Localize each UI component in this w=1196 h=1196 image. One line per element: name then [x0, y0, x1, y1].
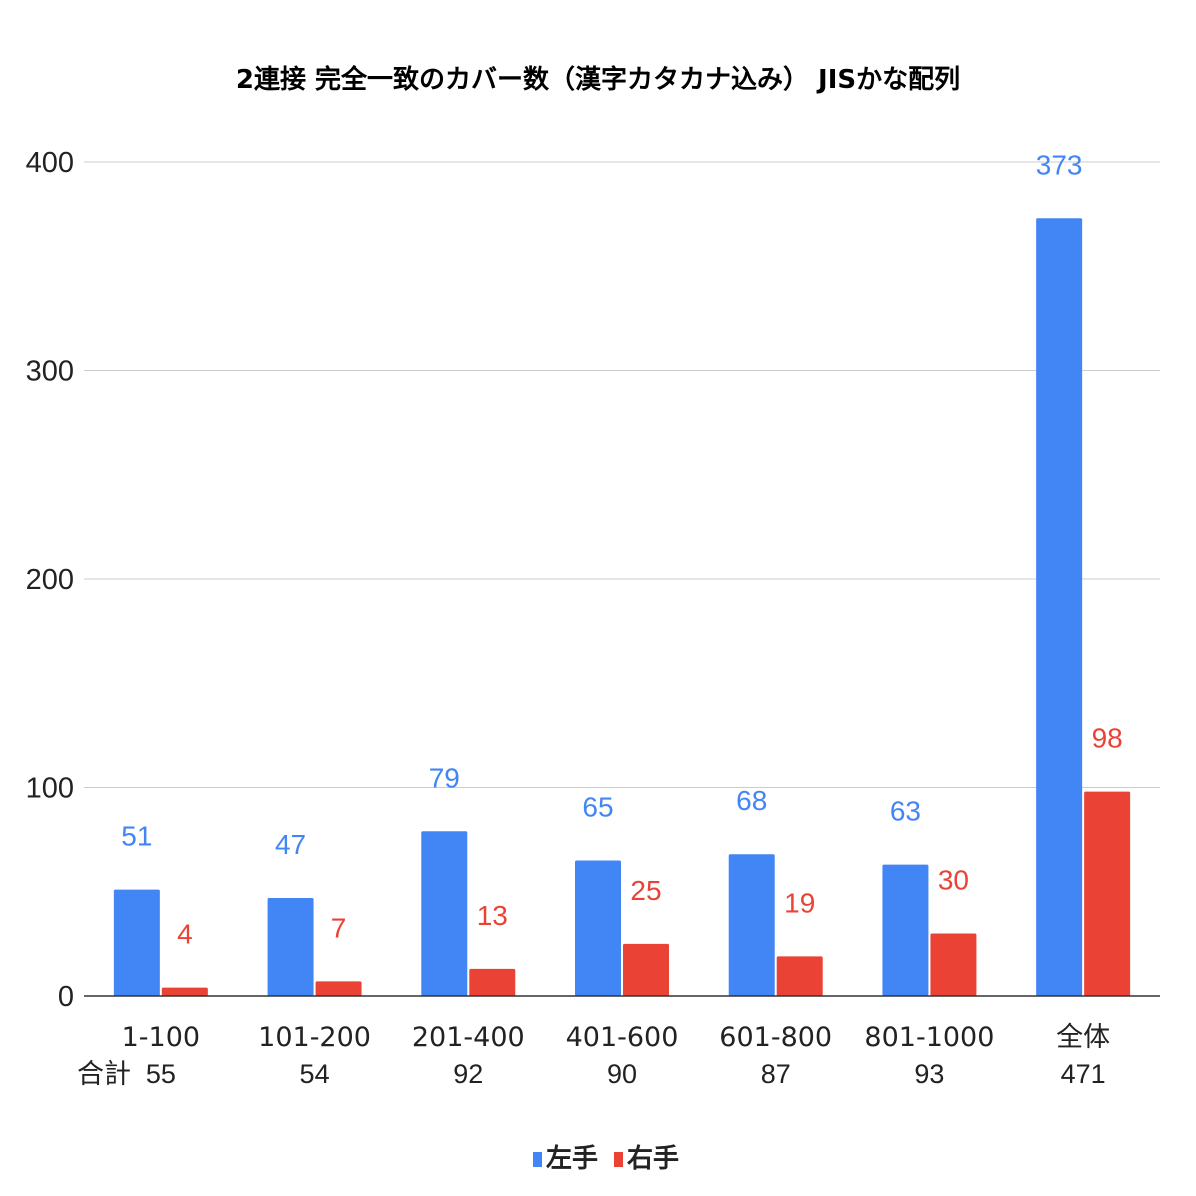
- data-label: 25: [630, 875, 661, 906]
- data-label: 19: [784, 887, 815, 918]
- total-value: 471: [1061, 1059, 1106, 1089]
- legend-label: 右手: [627, 1144, 679, 1174]
- y-tick-label: 300: [26, 356, 74, 388]
- chart-title: 2連接 完全一致のカバー数（漢字カタカナ込み） JISかな配列: [236, 64, 960, 95]
- total-value: 90: [607, 1059, 637, 1089]
- gridlines: [84, 161, 1160, 788]
- data-label: 13: [477, 900, 508, 931]
- bar: [315, 981, 362, 996]
- totals-row-label: 合計: [77, 1059, 131, 1089]
- data-label: 98: [1092, 723, 1123, 754]
- y-tick-label: 100: [26, 773, 74, 805]
- totals-row: 55 54 92 90 87 93 471: [146, 1059, 1106, 1089]
- bar: [161, 987, 208, 996]
- data-label: 68: [736, 785, 767, 816]
- data-label: 51: [121, 821, 152, 852]
- data-label: 373: [1036, 149, 1083, 180]
- data-label: 4: [177, 919, 193, 950]
- bar: [1084, 791, 1131, 996]
- bar: [113, 889, 160, 996]
- x-tick-label: 全体: [1056, 1022, 1110, 1053]
- total-value: 87: [761, 1059, 791, 1089]
- legend-swatch: [533, 1152, 542, 1167]
- bar: [728, 854, 775, 996]
- x-tick-label: 201-400: [412, 1022, 525, 1053]
- y-tick-label: 400: [26, 147, 74, 179]
- data-labels: 51 4 47 7 79 13 65 25 68 19 63 30 373 98: [121, 149, 1122, 949]
- legend-swatch: [614, 1152, 623, 1167]
- bar: [267, 898, 314, 996]
- y-tick-label: 0: [58, 981, 74, 1013]
- bar: [1036, 218, 1083, 997]
- x-tick-label: 801-1000: [864, 1022, 994, 1053]
- data-label: 30: [938, 864, 969, 895]
- total-value: 55: [146, 1059, 176, 1089]
- x-tick-label: 1-100: [122, 1022, 200, 1053]
- total-value: 92: [453, 1059, 483, 1089]
- legend-label: 左手: [546, 1144, 598, 1174]
- legend: 左手 右手: [533, 1144, 679, 1174]
- bar: [421, 831, 468, 996]
- data-label: 7: [331, 912, 347, 943]
- bar: [930, 933, 977, 996]
- total-value: 54: [300, 1059, 330, 1089]
- bars: [113, 218, 1131, 997]
- total-value: 93: [914, 1059, 944, 1089]
- data-label: 79: [429, 762, 460, 793]
- bar: [623, 943, 669, 996]
- x-tick-label: 601-800: [719, 1022, 832, 1053]
- data-label: 63: [890, 796, 921, 827]
- bar: [469, 968, 516, 996]
- data-label: 47: [275, 829, 306, 860]
- x-axis-ticks: 1-100 101-200 201-400 401-600 601-800 801-100…: [122, 1022, 1111, 1053]
- y-axis-ticks: 0 100 200 300 400: [26, 147, 74, 1013]
- x-tick-label: 101-200: [258, 1022, 371, 1053]
- bar: [882, 864, 929, 996]
- y-tick-label: 200: [26, 564, 74, 596]
- x-tick-label: 401-600: [566, 1022, 679, 1053]
- bar: [776, 956, 823, 996]
- bar: [575, 860, 621, 996]
- data-label: 65: [582, 791, 613, 822]
